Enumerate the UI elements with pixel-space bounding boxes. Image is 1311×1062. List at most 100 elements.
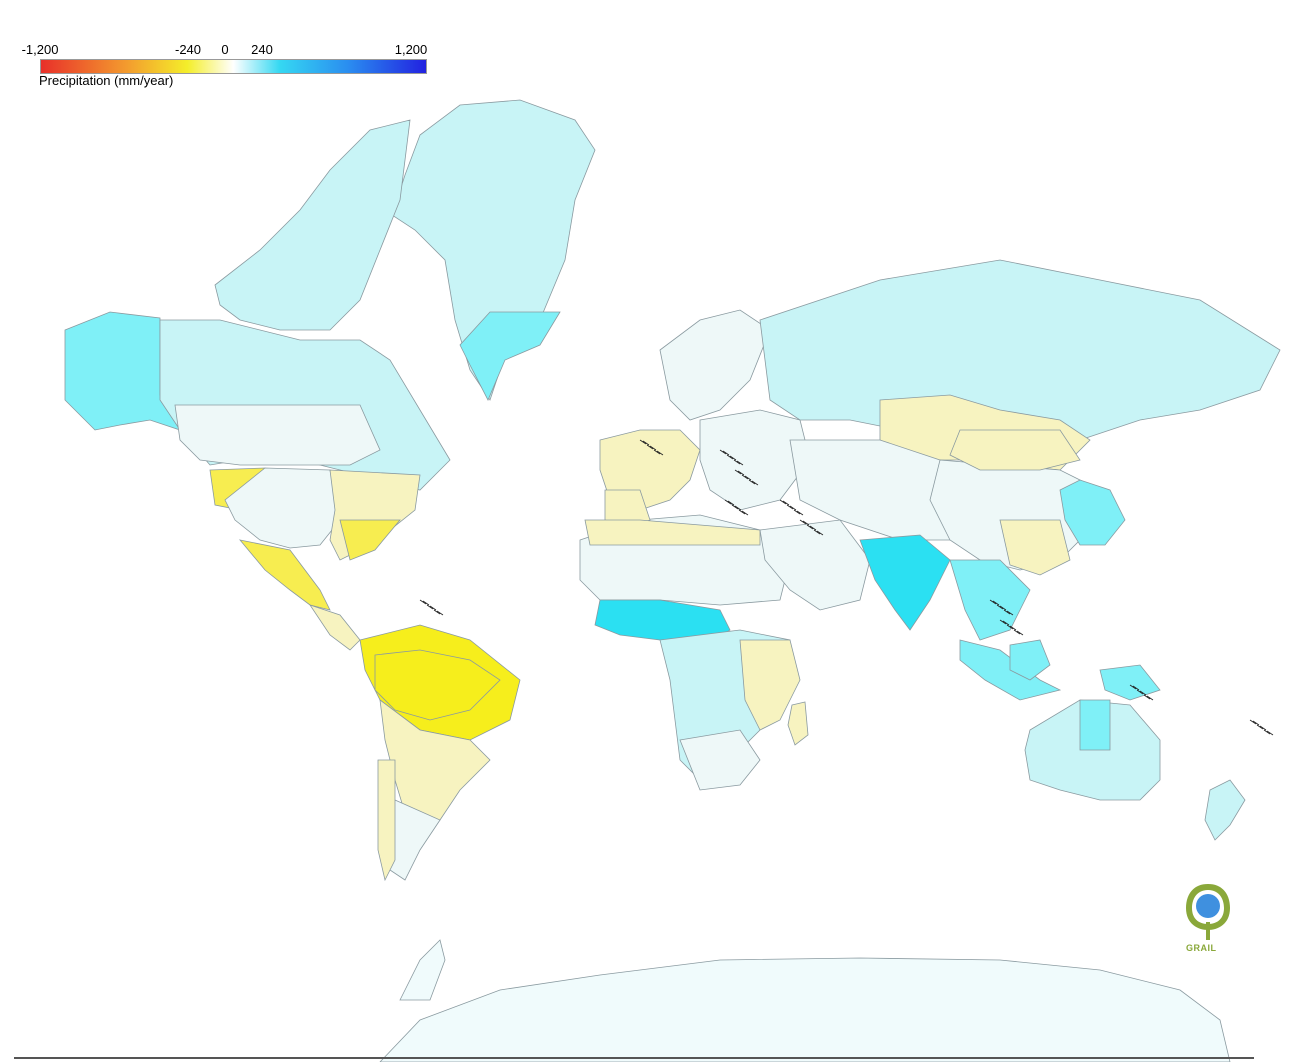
dense-border-mark	[1136, 689, 1144, 695]
grail-logo-text: GRAIL	[1186, 943, 1217, 953]
dense-border-mark	[751, 480, 759, 486]
legend-tick-min: -1,200	[21, 42, 59, 57]
dense-border-mark	[646, 444, 654, 450]
region-amazon-dry	[374, 649, 501, 721]
legend-tick-zero: 0	[221, 42, 229, 57]
dense-border-mark	[999, 619, 1007, 625]
legend-title: Precipitation (mm/year)	[39, 73, 174, 88]
dense-border-mark	[802, 520, 810, 526]
dense-border-mark	[1002, 620, 1010, 626]
dense-border-mark	[748, 479, 756, 485]
region-new-guinea	[1099, 664, 1161, 701]
dense-border-mark	[1256, 724, 1264, 730]
dense-border-mark	[649, 445, 657, 451]
dense-border-mark	[793, 509, 801, 515]
legend-colorbar	[40, 59, 427, 74]
region-antarctica	[379, 957, 1231, 1062]
dense-border-mark	[1143, 694, 1151, 700]
region-north-africa-coast	[584, 519, 761, 546]
region-chile	[377, 759, 396, 882]
region-mongolia	[949, 429, 1081, 471]
region-australia-north	[1079, 699, 1111, 751]
region-madagascar	[787, 701, 809, 746]
region-canada-south	[174, 404, 381, 466]
dense-border-mark	[799, 519, 807, 525]
region-greenland-south	[459, 311, 561, 401]
dense-border-mark	[813, 529, 821, 535]
region-canadian-arctic	[214, 119, 411, 331]
dense-border-mark	[744, 475, 752, 481]
dense-border-mark	[1016, 630, 1024, 636]
dense-border-mark	[1266, 730, 1274, 736]
region-antarctic-peninsula	[399, 939, 446, 1001]
dense-border-mark	[1003, 609, 1011, 615]
dense-border-mark	[727, 500, 735, 506]
dense-border-mark	[1146, 695, 1154, 701]
dense-border-mark	[733, 459, 741, 465]
dense-border-mark	[422, 600, 430, 606]
dense-border-mark	[1263, 729, 1271, 735]
dense-border-mark	[816, 530, 824, 536]
map-regions	[64, 99, 1281, 1062]
region-alaska	[64, 311, 181, 431]
dense-border-mark	[786, 504, 794, 510]
legend-tick-max: 1,200	[394, 42, 428, 57]
dense-border-mark	[731, 504, 739, 510]
dense-border-mark	[734, 469, 742, 475]
dense-border-mark	[806, 524, 814, 530]
dense-border-mark	[1129, 684, 1137, 690]
dense-border-mark	[1249, 719, 1257, 725]
dense-border-mark	[1009, 625, 1017, 631]
map-bottom-border	[14, 1057, 1254, 1059]
dense-border-mark	[639, 439, 647, 445]
dense-border-mark	[741, 510, 749, 516]
dense-border-mark	[989, 599, 997, 605]
dense-border-mark	[734, 505, 742, 511]
legend-tick-pos: 240	[251, 42, 273, 57]
dense-border-mark	[738, 509, 746, 515]
region-korea-japan	[1059, 479, 1126, 546]
dense-border-mark	[992, 600, 1000, 606]
dense-border-mark	[789, 505, 797, 511]
dense-border-mark	[741, 474, 749, 480]
dense-border-mark	[1006, 610, 1014, 616]
dense-border-mark	[426, 604, 434, 610]
dense-border-mark	[782, 500, 790, 506]
dense-border-mark	[724, 499, 732, 505]
region-india	[859, 534, 951, 631]
dense-border-mark	[729, 455, 737, 461]
region-africa-east	[739, 639, 801, 731]
dense-border-mark	[779, 499, 787, 505]
region-borneo	[1009, 639, 1051, 681]
region-mexico	[238, 539, 331, 611]
dense-border-mark	[737, 470, 745, 476]
legend-tick-neg: -240	[174, 42, 202, 57]
dense-border-mark	[1132, 685, 1140, 691]
dense-border-mark	[1259, 725, 1267, 731]
dense-border-mark	[436, 610, 444, 616]
dense-border-mark	[429, 605, 437, 611]
grail-logo-icon	[1186, 884, 1230, 940]
precipitation-legend: -1,200 -240 0 240 1,200 Precipitation (m…	[14, 38, 428, 98]
region-usa-southeast	[339, 519, 401, 561]
dense-border-mark	[419, 599, 427, 605]
dense-border-mark	[726, 454, 734, 460]
dense-border-mark	[653, 449, 661, 455]
region-scandinavia	[659, 309, 771, 421]
dense-border-mark	[736, 460, 744, 466]
dense-border-mark	[999, 605, 1007, 611]
region-new-zealand	[1204, 779, 1246, 841]
dense-border-mark	[642, 440, 650, 446]
region-middle-east	[759, 519, 871, 611]
region-central-america	[309, 604, 361, 651]
dense-border-mark	[656, 450, 664, 456]
dense-border-mark	[796, 510, 804, 516]
dense-border-mark	[1006, 624, 1014, 630]
dense-border-mark	[1139, 690, 1147, 696]
region-africa-south	[679, 729, 761, 791]
dense-border-mark	[1252, 720, 1260, 726]
dense-border-mark	[433, 609, 441, 615]
dense-border-mark	[1013, 629, 1021, 635]
region-china-east-dry	[999, 519, 1071, 576]
